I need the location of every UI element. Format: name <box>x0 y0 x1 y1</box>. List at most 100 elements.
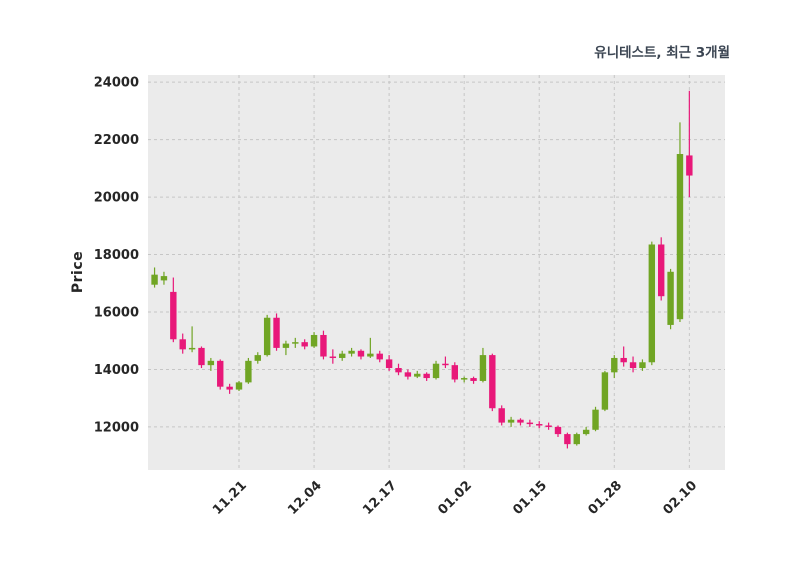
x-tick-label: 11.21 <box>210 478 250 518</box>
candle <box>160 271 168 285</box>
candle <box>217 359 224 390</box>
candle <box>658 237 665 301</box>
y-tick-label: 16000 <box>94 306 139 321</box>
candle <box>582 426 590 436</box>
candle <box>442 356 449 369</box>
candle-body <box>489 355 496 409</box>
candle <box>179 333 186 354</box>
candle <box>554 425 562 437</box>
x-tick-label: 02.10 <box>660 478 700 518</box>
candle-body <box>245 360 252 383</box>
candle <box>545 422 552 430</box>
candle-body <box>601 372 609 410</box>
candle <box>376 350 383 363</box>
candle-body <box>273 317 280 348</box>
candle <box>620 346 627 367</box>
candle-body <box>179 339 186 350</box>
y-tick-label: 12000 <box>94 420 139 435</box>
candle <box>573 432 580 446</box>
candle-body <box>339 353 346 358</box>
y-tick-label: 18000 <box>94 248 139 263</box>
candle <box>188 326 196 353</box>
candle <box>151 267 158 288</box>
x-tick-label: 12.17 <box>360 478 400 518</box>
candle <box>611 355 618 379</box>
candle-body <box>526 422 534 425</box>
candle <box>564 432 571 449</box>
candle <box>292 337 299 348</box>
candle-body <box>357 350 365 357</box>
candle-body <box>432 363 440 379</box>
candle <box>263 314 271 357</box>
candle-body <box>170 291 177 340</box>
candle <box>479 347 487 383</box>
chart-title: 유니테스트, 최근 3개월 <box>594 45 730 61</box>
candle-body <box>620 357 627 363</box>
candle-body <box>507 419 515 423</box>
candle <box>423 372 430 381</box>
candle <box>507 416 515 427</box>
candle-body <box>217 360 224 387</box>
candle-body <box>414 373 421 377</box>
candle-body <box>573 434 580 445</box>
candle <box>536 421 543 429</box>
candle-body <box>282 343 290 348</box>
y-axis: 12000 14000 16000 18000 20000 22000 24000 <box>94 76 139 436</box>
candle-body <box>404 372 412 377</box>
candle <box>273 313 280 351</box>
y-tick-label: 24000 <box>94 76 139 91</box>
candle <box>367 337 374 358</box>
candle-body <box>460 378 468 380</box>
candle <box>310 332 318 348</box>
candle-body <box>235 382 243 390</box>
candle-body <box>226 386 233 390</box>
candle-body <box>376 353 383 360</box>
candle <box>629 356 637 373</box>
candle-body <box>517 419 524 423</box>
y-tick-label: 22000 <box>94 133 139 148</box>
candle <box>357 349 365 360</box>
candle <box>198 346 205 369</box>
candle-body <box>310 334 318 347</box>
candle <box>320 330 327 360</box>
x-tick-label: 01.15 <box>510 478 550 518</box>
candle-body <box>320 334 327 357</box>
candle-body <box>254 355 261 361</box>
candle <box>648 241 656 366</box>
candle-body <box>479 355 487 381</box>
candle <box>526 419 534 427</box>
candle-body <box>160 276 168 281</box>
x-tick-label: 01.28 <box>585 478 625 518</box>
candle-body <box>667 271 674 325</box>
candle-body <box>545 425 552 427</box>
candle-body <box>582 429 590 435</box>
candle <box>235 380 243 391</box>
candle <box>667 268 674 330</box>
candle-body <box>367 353 374 357</box>
candle <box>254 352 261 364</box>
candle <box>414 370 421 379</box>
candle <box>329 349 337 364</box>
y-tick-label: 14000 <box>94 363 139 378</box>
candle-body <box>395 368 402 373</box>
candle <box>432 360 440 380</box>
candle-body <box>554 426 562 435</box>
candle-body <box>207 360 215 366</box>
candle-body <box>658 244 665 297</box>
x-tick-label: 12.04 <box>285 478 325 518</box>
candle-body <box>564 434 571 445</box>
plot-area <box>148 75 725 470</box>
candle-body <box>592 409 599 430</box>
candle-body <box>385 359 393 369</box>
candle-body <box>198 347 205 366</box>
candle <box>207 357 215 371</box>
candle-body <box>292 342 299 344</box>
candle-body <box>639 362 646 369</box>
candle-body <box>442 363 449 366</box>
candle-body <box>470 378 477 381</box>
candle <box>339 350 346 361</box>
y-tick-label: 20000 <box>94 191 139 206</box>
candle <box>470 376 477 384</box>
